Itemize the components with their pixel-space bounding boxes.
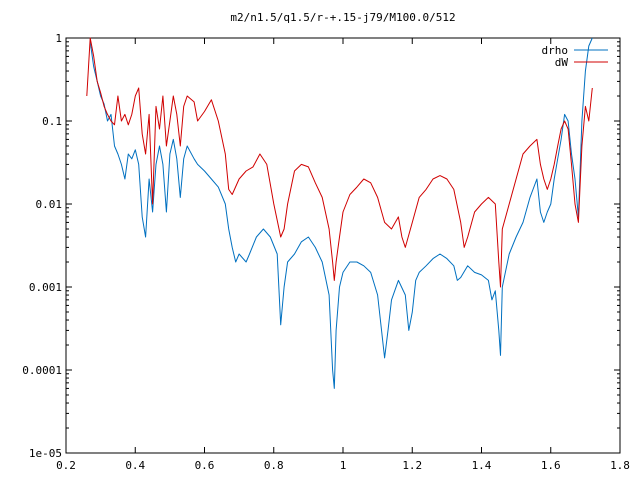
y-tick-label: 0.0001 — [22, 364, 62, 377]
legend-label: drho — [542, 44, 569, 57]
y-tick-label: 1e-05 — [29, 447, 62, 460]
x-tick-label: 1.8 — [610, 459, 630, 472]
series-line-drho — [89, 37, 593, 389]
series-line-dw — [86, 37, 593, 288]
x-tick-label: 0.8 — [264, 459, 284, 472]
x-tick-label: 1.4 — [472, 459, 492, 472]
x-tick-label: 1.2 — [402, 459, 422, 472]
series-lines — [86, 37, 593, 389]
y-tick-label: 0.001 — [29, 281, 62, 294]
y-tick-label: 0.01 — [36, 198, 63, 211]
y-tick-label: 1 — [55, 32, 62, 45]
x-tick-label: 0.6 — [195, 459, 215, 472]
chart-title: m2/n1.5/q1.5/r-+.15-j79/M100.0/512 — [230, 11, 455, 24]
x-tick-label: 0.4 — [125, 459, 145, 472]
x-tick-label: 0.2 — [56, 459, 76, 472]
legend-label: dW — [555, 56, 569, 69]
y-axis: 1e-05 0.0001 0.001 0.01 0.1 1 — [22, 32, 620, 460]
y-tick-label: 0.1 — [42, 115, 62, 128]
x-tick-label: 1.6 — [541, 459, 561, 472]
plot-frame — [65, 37, 621, 454]
x-tick-label: 1 — [340, 459, 347, 472]
x-axis: 0.2 0.4 0.6 0.8 1 1.2 1.4 1.6 1.8 — [56, 38, 630, 472]
